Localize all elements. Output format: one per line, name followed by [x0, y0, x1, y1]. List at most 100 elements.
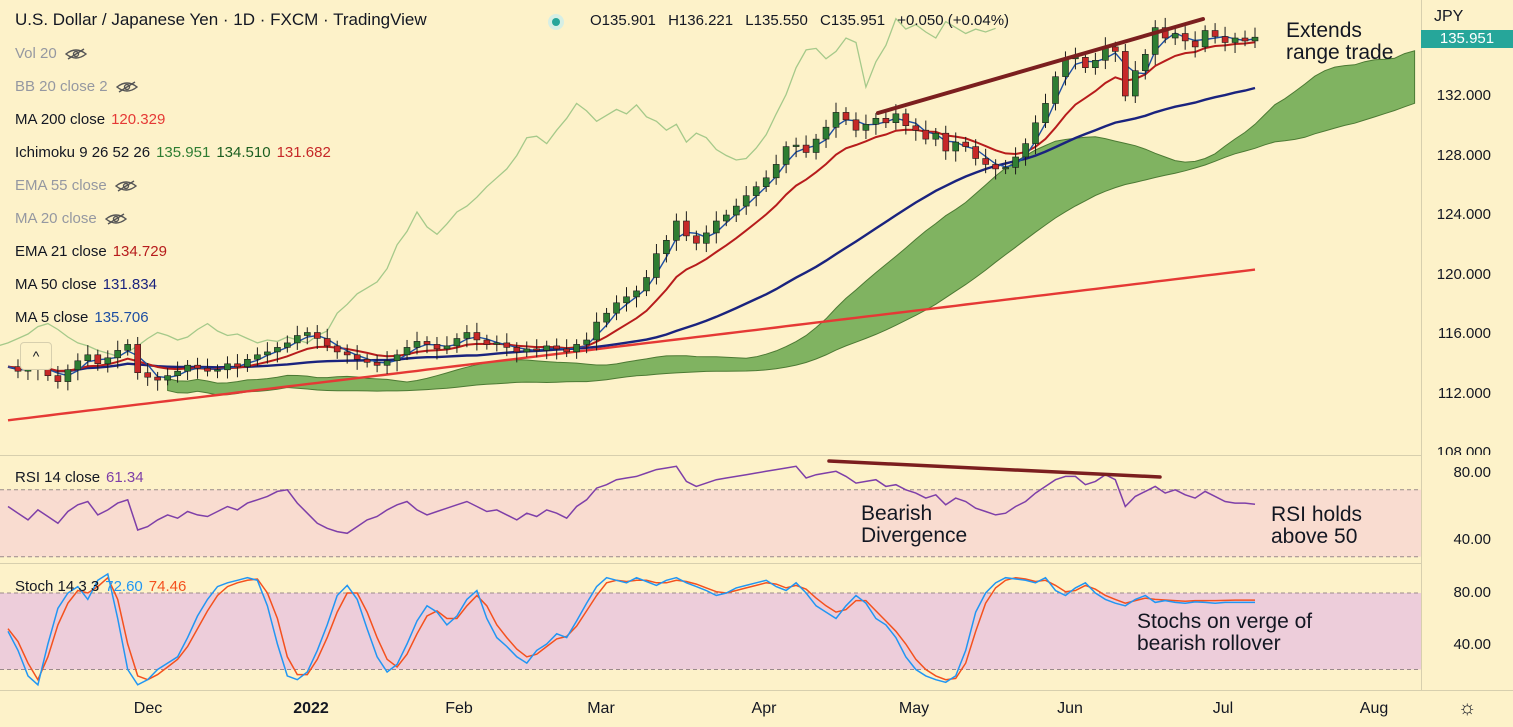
time-tick: 2022: [293, 700, 329, 717]
time-tick: Aug: [1359, 700, 1389, 717]
legend-ema55[interactable]: EMA 55 close: [15, 177, 137, 194]
legend-rsi[interactable]: RSI 14 close 61.34: [15, 469, 144, 486]
candle-body: [204, 367, 211, 372]
high-value: H136.221: [668, 12, 734, 29]
candle-body: [144, 372, 151, 378]
currency-label[interactable]: JPY: [1434, 8, 1464, 25]
market-status-icon: [548, 14, 564, 30]
candle-body: [353, 354, 361, 360]
candle-body: [274, 347, 281, 353]
legend-stoch[interactable]: Stoch 14 3 3 72.60 74.46: [15, 578, 186, 595]
candle-body: [752, 186, 760, 196]
candle-body: [244, 358, 251, 367]
candle-body: [403, 347, 411, 356]
candle-body: [134, 344, 141, 373]
legend-ichimoku-v1: 135.951: [156, 144, 211, 161]
stoch-tick: 80.00: [1453, 584, 1491, 601]
candle-body: [1171, 33, 1179, 39]
candle-body: [184, 364, 191, 372]
legend-vol[interactable]: Vol 20: [15, 45, 87, 62]
candle-body: [1211, 30, 1219, 37]
rsi-tick: 40.00: [1453, 531, 1491, 548]
ichimoku-lagging-span: [0, 17, 996, 357]
candle-body: [942, 132, 950, 152]
candle-body: [154, 376, 161, 381]
time-tick: Jul: [1212, 700, 1234, 717]
price-tick: 112.000: [1437, 385, 1491, 402]
legend-rsi-value: 61.34: [106, 469, 144, 486]
legend-ma200[interactable]: MA 200 close 120.329: [15, 111, 165, 128]
candle-body: [663, 240, 670, 255]
legend-bb-label: BB 20 close 2: [15, 78, 108, 95]
legend-ma5[interactable]: MA 5 close 135.706: [15, 309, 149, 326]
hidden-eye-icon[interactable]: [115, 81, 138, 93]
resistance-trendline: [876, 17, 1205, 115]
legend-ma50[interactable]: MA 50 close 131.834: [15, 276, 157, 293]
legend-stoch-label: Stoch 14 3 3: [15, 578, 100, 595]
candle-body: [1251, 36, 1259, 42]
candle-body: [94, 354, 102, 364]
candle-body: [1032, 122, 1039, 144]
low-value: L135.550: [745, 12, 808, 29]
time-tick: Jun: [1057, 700, 1083, 717]
candle-body: [194, 364, 201, 369]
candle-body: [722, 214, 730, 222]
candle-body: [383, 360, 391, 366]
legend-ma20[interactable]: MA 20 close: [15, 210, 127, 227]
candle-body: [124, 344, 131, 351]
candle-body: [643, 277, 650, 292]
candle-body: [54, 375, 62, 382]
candle-body: [1002, 167, 1009, 170]
legend-ma200-label: MA 200 close: [15, 111, 106, 128]
legend-ma20-label: MA 20 close: [15, 210, 97, 227]
candle-body: [922, 129, 930, 140]
hidden-eye-icon[interactable]: [64, 48, 87, 60]
candle-body: [593, 321, 600, 341]
candle-body: [373, 361, 381, 366]
annotation-stoch: Stochs on verge of bearish rollover: [1137, 611, 1312, 655]
hidden-eye-icon[interactable]: [104, 213, 127, 225]
candle-body: [1092, 59, 1099, 68]
candle-body: [573, 344, 580, 353]
time-tick: Mar: [587, 700, 615, 717]
candle-body: [712, 220, 720, 234]
candle-body: [972, 146, 980, 159]
candle-body: [433, 344, 441, 350]
candle-body: [992, 164, 999, 170]
candle-body: [902, 113, 910, 127]
rsi-line: [7, 465, 1256, 535]
candle-body: [1221, 36, 1229, 43]
legend-ema21-value: 134.729: [112, 243, 167, 260]
annotation-rsi-line2: above 50: [1271, 525, 1358, 548]
annotation-divergence: Bearish Divergence: [861, 503, 967, 547]
candle-body: [503, 342, 511, 348]
legend-vol-label: Vol 20: [15, 45, 57, 62]
candle-body: [473, 332, 481, 341]
legend-ichimoku[interactable]: Ichimoku 9 26 52 26 135.951 134.510 131.682: [15, 144, 331, 161]
settings-gear-icon[interactable]: ☼: [1458, 697, 1477, 719]
price-tick: 120.000: [1436, 266, 1491, 283]
candle-body: [683, 220, 690, 237]
candle-body: [802, 144, 810, 153]
candle-body: [1132, 70, 1139, 97]
rsi-tick: 80.00: [1453, 464, 1491, 481]
candle-body: [1241, 37, 1249, 42]
candle-body: [1042, 103, 1049, 124]
candle-body: [872, 118, 880, 125]
legend-ema21[interactable]: EMA 21 close 134.729: [15, 243, 167, 260]
candle-body: [842, 112, 850, 121]
candle-body: [932, 132, 940, 140]
candle-body: [1201, 30, 1209, 48]
legend-bb[interactable]: BB 20 close 2: [15, 78, 138, 95]
candle-body: [1052, 76, 1059, 104]
candle-body: [1082, 56, 1089, 68]
legend-stoch-d: 74.46: [148, 578, 187, 595]
hidden-eye-icon[interactable]: [114, 180, 137, 192]
collapse-legend-button[interactable]: ^: [20, 342, 52, 370]
candle-body: [463, 332, 471, 339]
candle-body: [533, 348, 541, 351]
candle-body: [234, 363, 241, 368]
legend-ichimoku-label: Ichimoku 9 26 52 26: [15, 144, 151, 161]
candle-body: [523, 348, 531, 353]
